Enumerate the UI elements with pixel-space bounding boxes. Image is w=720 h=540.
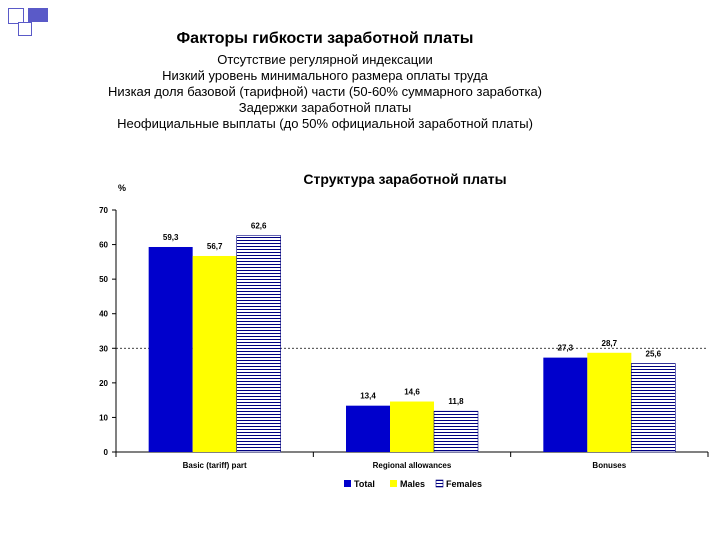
data-label: 56,7 — [207, 242, 223, 251]
data-label: 59,3 — [163, 233, 179, 242]
bar-males — [587, 352, 632, 452]
y-tick-label: 0 — [104, 448, 109, 457]
category-label: Bonuses — [592, 461, 626, 470]
legend-swatch — [344, 480, 351, 487]
data-label: 25,6 — [646, 349, 662, 358]
bar-males — [192, 255, 237, 452]
chart-title: Структура заработной платы — [303, 171, 506, 187]
category-label: Basic (tariff) part — [183, 461, 247, 470]
y-tick-label: 10 — [99, 413, 108, 422]
legend-swatch — [435, 479, 444, 488]
bullet-list: Отсутствие регулярной индексации Низкий … — [0, 52, 650, 132]
data-label: 14,6 — [404, 388, 420, 397]
bar-females — [631, 363, 676, 453]
bar-males — [390, 401, 434, 452]
legend-swatch — [390, 480, 397, 487]
decor-square — [8, 8, 24, 24]
bullet-item: Неофициальные выплаты (до 50% официально… — [117, 116, 533, 131]
bar-total — [148, 246, 193, 452]
data-label: 11,8 — [448, 397, 464, 406]
legend-label: Total — [354, 479, 375, 489]
bar-females — [236, 235, 281, 453]
corner-decoration — [0, 0, 60, 40]
category-label: Regional allowances — [373, 461, 452, 470]
bullet-item: Низкий уровень минимального размера опла… — [162, 68, 488, 83]
bullet-item: Низкая доля базовой (тарифной) части (50… — [107, 84, 543, 99]
slide-title: Факторы гибкости заработной платы — [176, 30, 474, 47]
data-label: 13,4 — [360, 392, 376, 401]
y-tick-label: 20 — [99, 379, 108, 388]
data-label: 27,3 — [558, 344, 574, 353]
bullet-item: Отсутствие регулярной индексации — [217, 52, 433, 67]
bar-females — [433, 410, 479, 453]
legend-label: Females — [446, 479, 482, 489]
legend-label: Males — [400, 479, 425, 489]
bullet-item: Задержки заработной платы — [238, 100, 412, 115]
y-tick-label: 60 — [99, 241, 108, 250]
bar-total — [346, 405, 390, 452]
y-tick-label: 40 — [99, 310, 108, 319]
bar-total — [543, 357, 588, 452]
plot-area: 0 10 20 30 40 50 60 70 59,3 56,7 62,6 Basic (tariff… — [99, 206, 709, 489]
y-axis-unit: % — [118, 183, 126, 193]
y-tick-label: 50 — [99, 275, 108, 284]
data-label: 28,7 — [602, 339, 618, 348]
y-tick-label: 70 — [99, 206, 108, 215]
data-label: 62,6 — [251, 222, 267, 231]
y-tick-label: 30 — [99, 344, 108, 353]
decor-square — [18, 22, 32, 36]
decor-square — [28, 8, 48, 22]
